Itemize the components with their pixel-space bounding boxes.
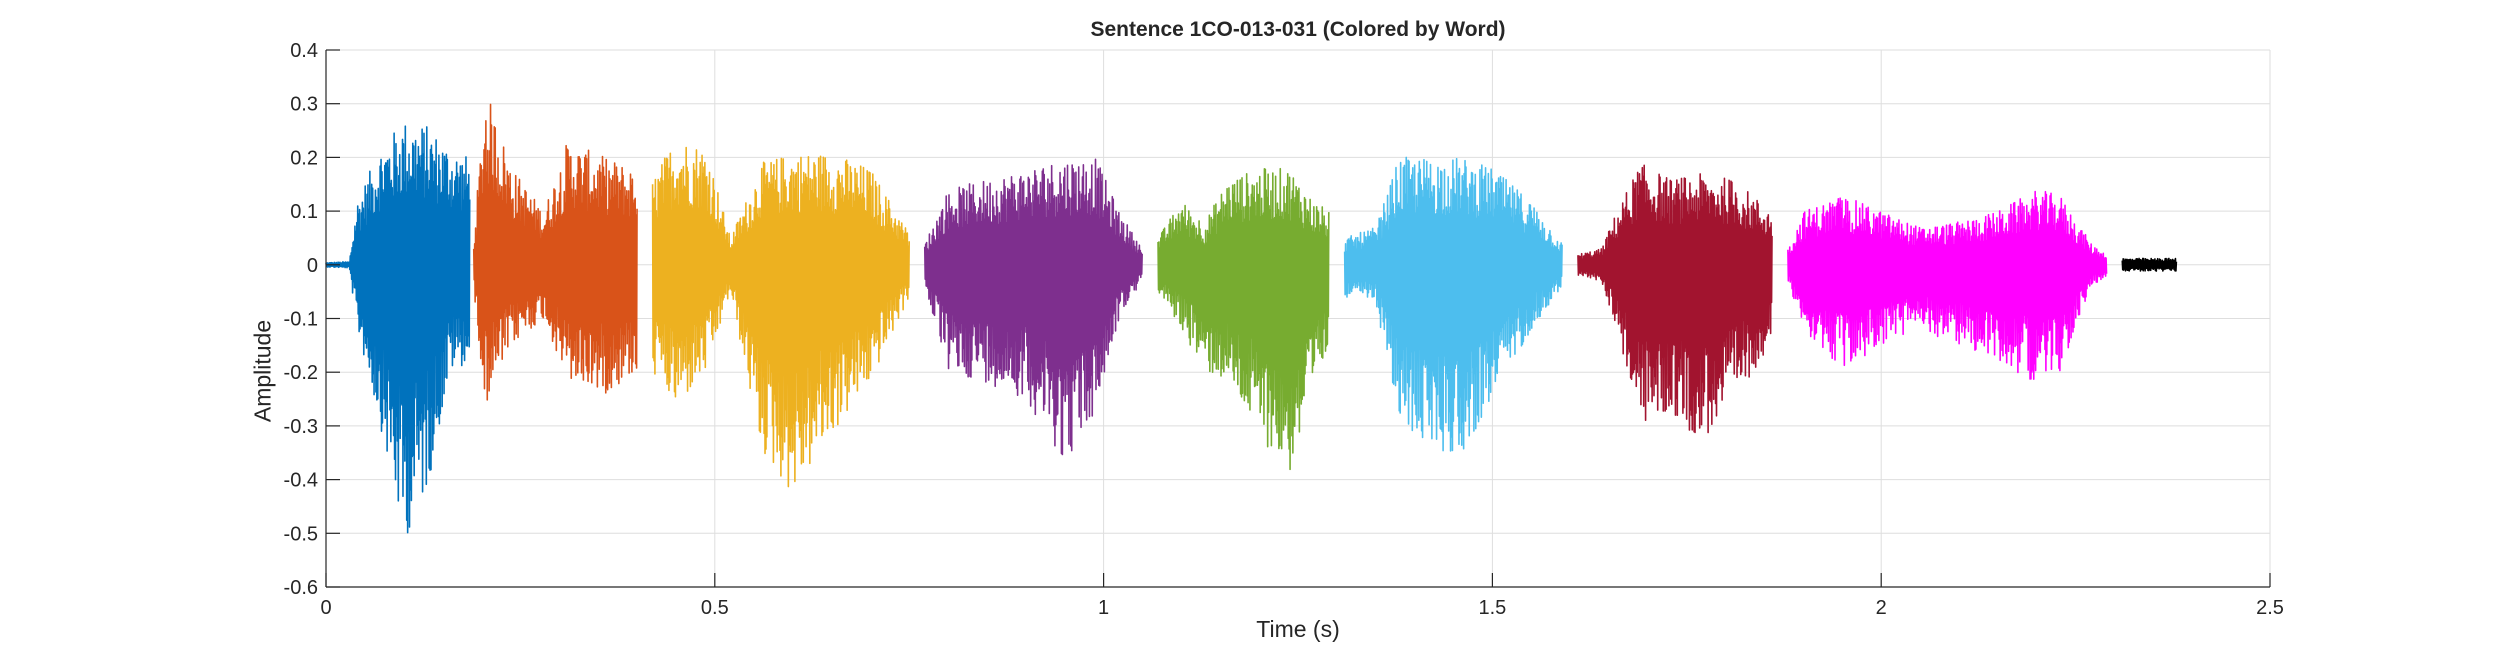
y-tick-label: -0.1 [284,309,318,331]
x-tick-label: 0 [320,597,331,619]
y-tick-label: 0.4 [290,40,318,62]
x-tick-label: 2 [1876,597,1887,619]
waveform-series-4 [923,158,1143,456]
x-axis-label: Time (s) [1256,616,1340,642]
waveform-series-6 [1343,156,1563,452]
y-tick-label: 0.3 [290,94,318,116]
y-tick-label: -0.6 [284,577,318,599]
chart-title: Sentence 1CO-013-031 (Colored by Word) [1090,18,1506,41]
y-tick-label: -0.4 [284,470,318,492]
x-tick-label: 2.5 [2256,597,2284,619]
y-tick-label: 0 [307,255,318,277]
waveform-series-1 [325,125,471,534]
waveform-series-9 [2121,257,2178,272]
y-tick-label: -0.3 [284,416,318,438]
y-tick-label: -0.2 [284,362,318,384]
x-tick-label: 1.5 [1478,597,1506,619]
y-tick-label: -0.5 [284,523,318,545]
waveform-series-7 [1577,164,1773,434]
y-tick-label: 0.1 [290,201,318,223]
waveform-series-3 [651,146,910,488]
x-tick-label: 1 [1098,597,1109,619]
waveform-series-5 [1157,167,1330,471]
waveform-series-2 [472,103,638,401]
waveform-series-8 [1787,190,2108,380]
x-tick-label: 0.5 [701,597,729,619]
y-tick-label: 0.2 [290,147,318,169]
y-axis-label: Amplitude [249,319,276,423]
